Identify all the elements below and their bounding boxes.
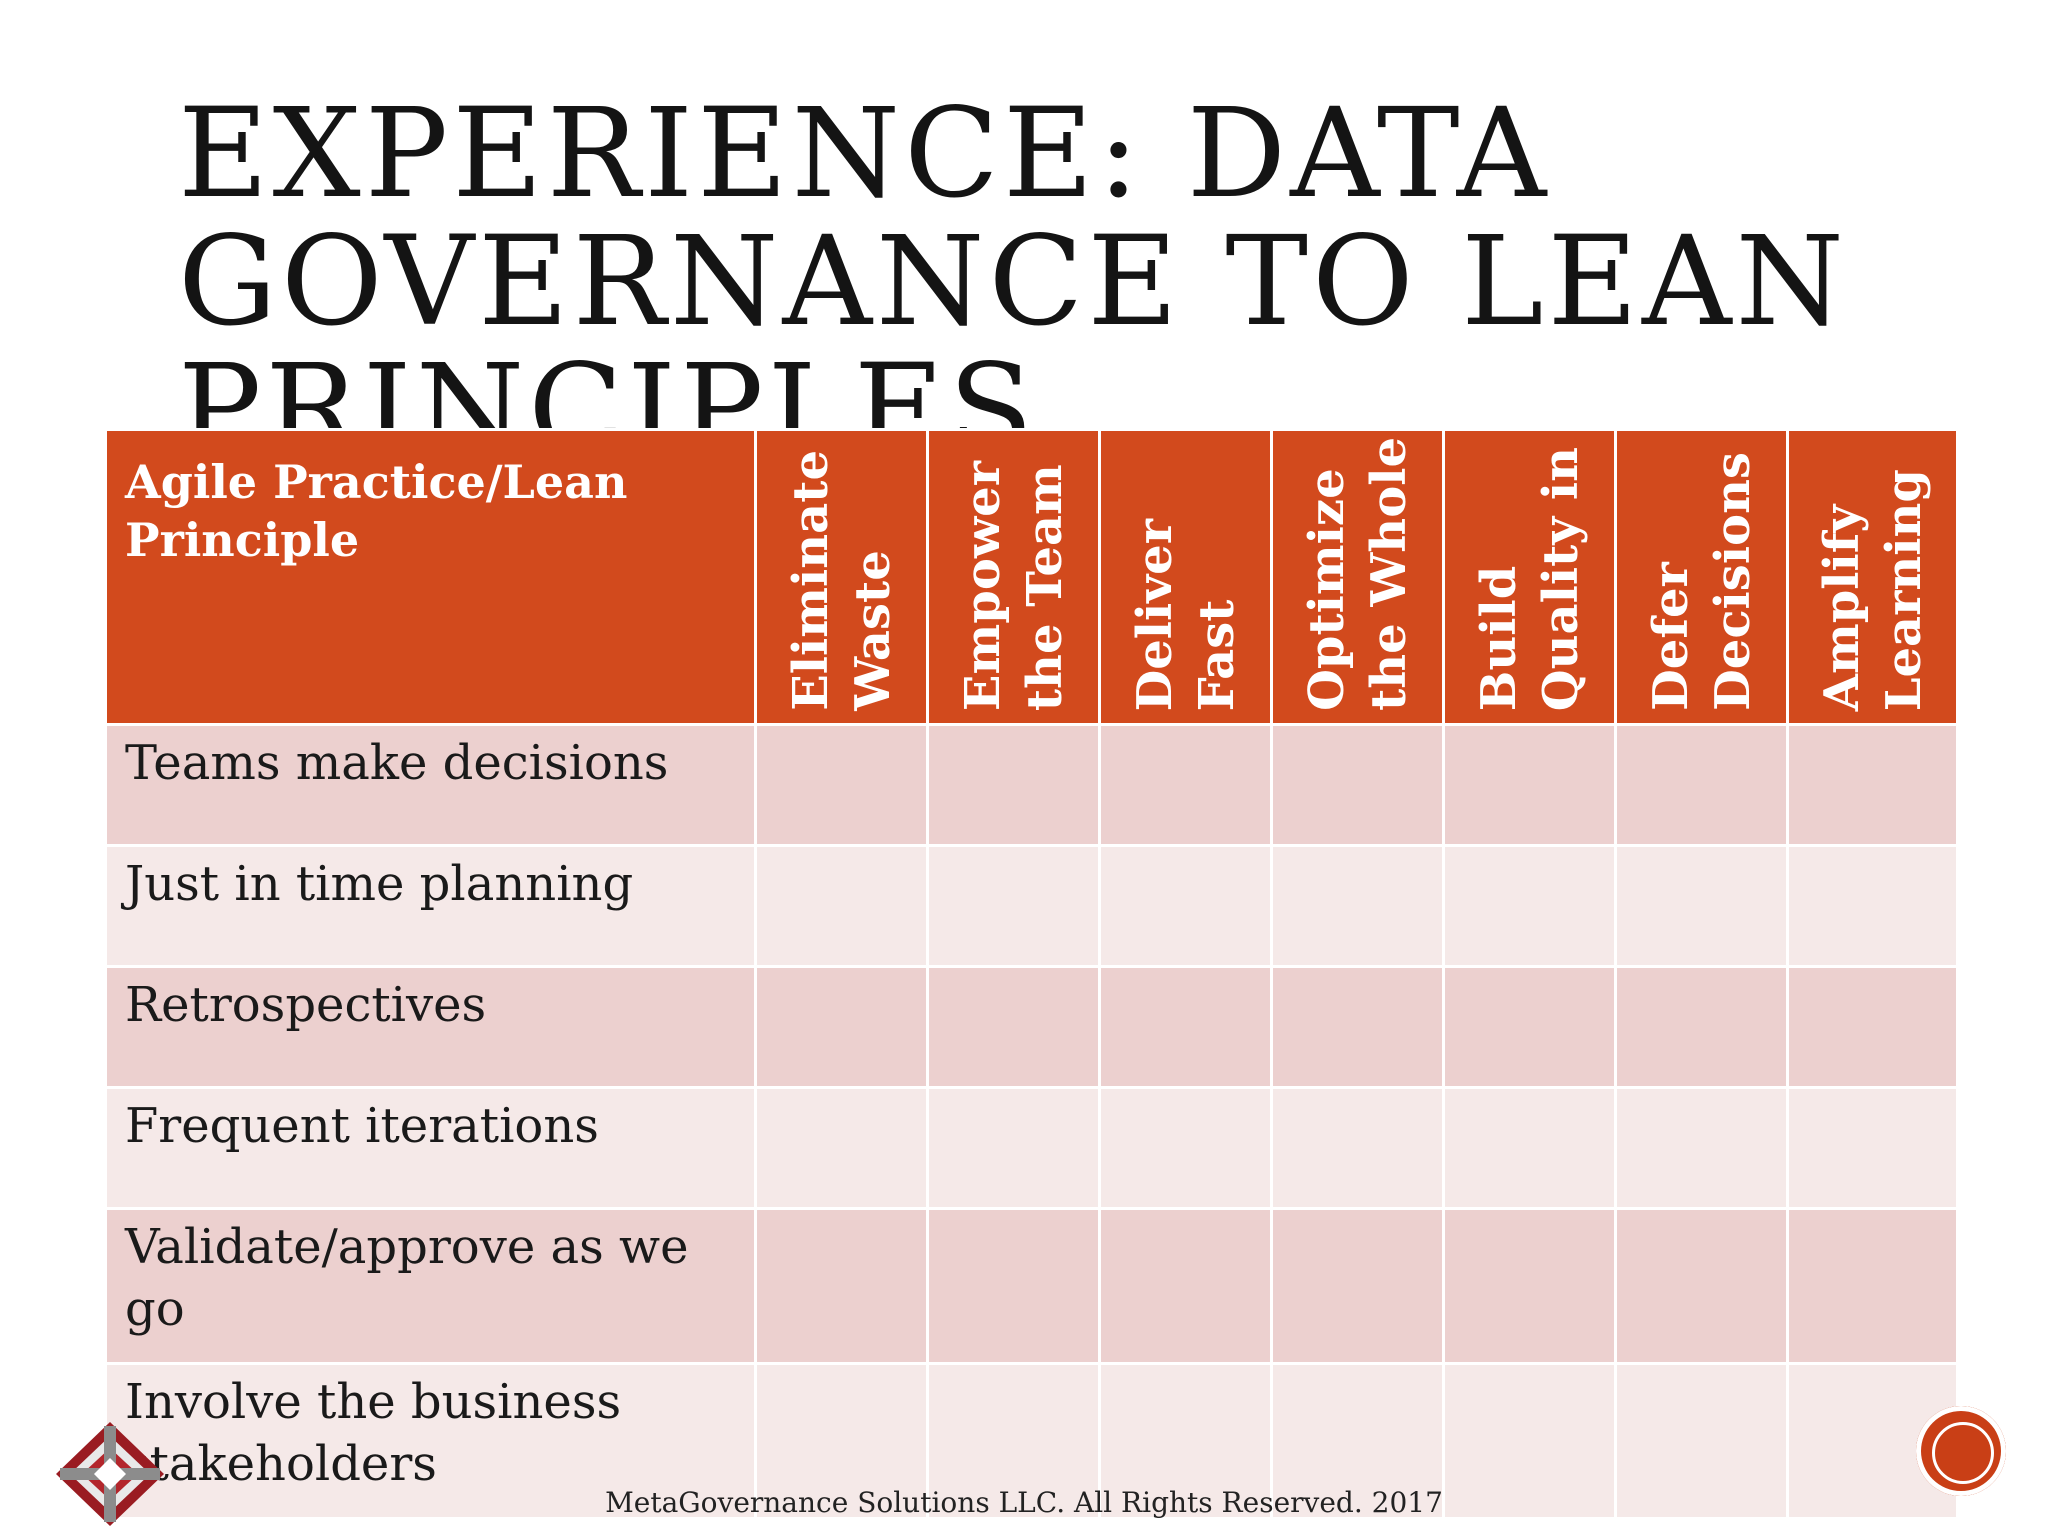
slide-footer: MetaGovernance Solutions LLC. All Rights…	[605, 1486, 1443, 1519]
table-cell	[1786, 1207, 1959, 1365]
principle-label: Build Quality in	[1470, 446, 1589, 711]
table-cell	[1270, 1086, 1445, 1210]
table-cell	[1614, 1207, 1789, 1365]
table-cell	[1270, 844, 1445, 968]
table-row: Just in time planning	[104, 844, 1959, 968]
slide-nav-icon[interactable]	[1916, 1406, 2006, 1496]
practice-label: Involve the business stakeholders	[104, 1362, 757, 1520]
title-line: GOVERNANCE TO LEAN	[178, 210, 1849, 354]
lean-principles-table: Agile Practice/Lean Principle Eliminate W…	[104, 428, 1959, 1520]
table-cell	[754, 844, 929, 968]
table-cell	[754, 1207, 929, 1365]
table-cell	[754, 965, 929, 1089]
table-cell	[926, 844, 1101, 968]
metagovernance-logo-icon	[56, 1422, 164, 1526]
practice-label: Frequent iterations	[104, 1086, 757, 1210]
table-cell	[754, 1362, 929, 1520]
table-cell	[1614, 844, 1789, 968]
table-row: Frequent iterations	[104, 1086, 1959, 1210]
table-cell	[1098, 1362, 1273, 1520]
table-cell	[1442, 844, 1617, 968]
principle-label: Empower the Team	[954, 460, 1073, 711]
principle-header: Defer Decisions	[1614, 428, 1789, 726]
table-cell	[1098, 965, 1273, 1089]
table-cell	[1786, 965, 1959, 1089]
slide-nav-ring	[1932, 1422, 1994, 1484]
table-cell	[1614, 1362, 1789, 1520]
table-cell	[1614, 1086, 1789, 1210]
principle-label: Eliminate Waste	[782, 450, 901, 711]
title-line: EXPERIENCE: DATA	[178, 90, 1551, 226]
table-row: Involve the business stakeholders	[104, 1362, 1959, 1520]
table-row: Retrospectives	[104, 965, 1959, 1089]
practice-label: Validate/approve as we go	[104, 1207, 757, 1365]
table-cell	[1786, 1086, 1959, 1210]
table-cell	[754, 723, 929, 847]
principle-label: Deliver Fast	[1126, 518, 1245, 711]
header-row: Agile Practice/Lean Principle Eliminate W…	[104, 428, 1959, 726]
principle-header: Empower the Team	[926, 428, 1101, 726]
principle-header: Amplify Learning	[1786, 428, 1959, 726]
table-cell	[926, 723, 1101, 847]
table-cell	[1442, 1207, 1617, 1365]
principle-header: Build Quality in	[1442, 428, 1617, 726]
practice-label: Teams make decisions	[104, 723, 757, 847]
principle-header: Eliminate Waste	[754, 428, 929, 726]
table-cell	[1442, 1086, 1617, 1210]
table-cell	[1098, 723, 1273, 847]
table-cell	[926, 1086, 1101, 1210]
corner-header: Agile Practice/Lean Principle	[104, 428, 757, 726]
table-cell	[1098, 1207, 1273, 1365]
table-cell	[1098, 844, 1273, 968]
principle-label: Optimize the Whole	[1298, 437, 1417, 711]
slide-title: EXPERIENCE: DATA GOVERNANCE TO LEAN PRIN…	[178, 90, 1878, 428]
table-cell	[1786, 844, 1959, 968]
table-row: Validate/approve as we go	[104, 1207, 1959, 1365]
principle-header: Optimize the Whole	[1270, 428, 1445, 726]
practice-label: Just in time planning	[104, 844, 757, 968]
table-cell	[926, 1362, 1101, 1520]
table-cell	[926, 1207, 1101, 1365]
table-cell	[1270, 965, 1445, 1089]
table-row: Teams make decisions	[104, 723, 1959, 847]
table-cell	[754, 1086, 929, 1210]
table-cell	[1442, 965, 1617, 1089]
title-line: PRINCIPLES	[178, 338, 1038, 428]
practice-label: Retrospectives	[104, 965, 757, 1089]
principle-header: Deliver Fast	[1098, 428, 1273, 726]
table-cell	[1614, 965, 1789, 1089]
table-cell	[926, 965, 1101, 1089]
table-cell	[1442, 1362, 1617, 1520]
table-cell	[1270, 723, 1445, 847]
table-cell	[1442, 723, 1617, 847]
table-cell	[1614, 723, 1789, 847]
principle-label: Defer Decisions	[1642, 452, 1761, 711]
principle-label: Amplify Learning	[1813, 468, 1932, 711]
table-cell	[1270, 1362, 1445, 1520]
table-cell	[1098, 1086, 1273, 1210]
table-cell	[1270, 1207, 1445, 1365]
table-cell	[1786, 723, 1959, 847]
